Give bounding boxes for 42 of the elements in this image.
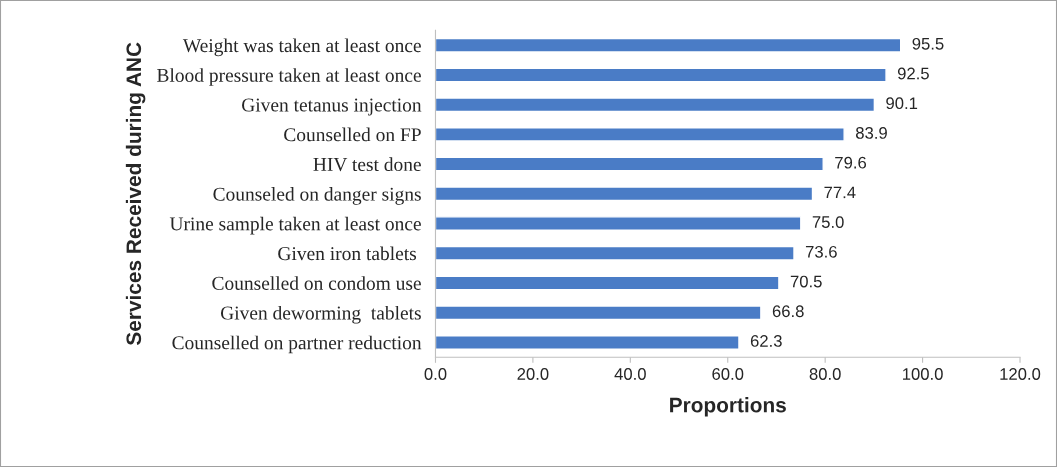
x-tick-label: 0.0	[424, 368, 447, 380]
data-label: 92.5	[897, 67, 929, 80]
data-label: 77.4	[824, 186, 856, 199]
x-axis-title: Proportions	[670, 397, 786, 417]
y-tick-label: Weight was taken at least once	[182, 38, 421, 57]
bar	[435, 216, 802, 231]
data-label: 70.5	[790, 275, 822, 288]
y-tick-label: Given iron tablets	[278, 246, 417, 261]
bar	[435, 245, 795, 261]
x-tick-label: 100.0	[903, 368, 943, 380]
y-tick-label: Counselled on condom use	[212, 276, 421, 290]
y-tick-label: Counselled on partner reduction	[172, 335, 422, 354]
x-tick-label: 40.0	[614, 368, 646, 380]
y-axis-title: Services Received during ANC	[125, 42, 146, 346]
y-tick-label: Given deworming tablets	[220, 305, 421, 324]
y-tick-label: Given tetanus injection	[242, 98, 422, 116]
y-tick-label: Counseled on danger signs	[213, 187, 421, 205]
bar	[435, 275, 780, 291]
data-label: 90.1	[886, 97, 918, 110]
y-tick-label: Counselled on FP	[284, 127, 421, 142]
x-tick-label: 20.0	[517, 368, 549, 380]
data-label: 62.3	[750, 335, 782, 347]
data-label: 79.6	[835, 156, 867, 169]
bar	[435, 97, 876, 113]
bar	[435, 186, 814, 202]
data-label: 83.9	[856, 127, 887, 139]
x-tick-label: 80.0	[809, 368, 841, 380]
bar	[435, 156, 824, 172]
data-label: 66.8	[772, 305, 804, 318]
bar	[435, 335, 740, 350]
y-tick-label: HIV test done	[313, 157, 421, 172]
x-tick-label: 120.0	[1000, 368, 1041, 380]
bar	[435, 67, 887, 83]
data-label: 95.5	[912, 37, 944, 50]
y-tick-label: Blood pressure taken at least once	[157, 68, 421, 86]
bar	[435, 126, 845, 142]
data-label: 75.0	[812, 216, 844, 228]
data-label: 73.6	[805, 245, 837, 258]
y-tick-label: Urine sample taken at least once	[169, 216, 421, 235]
bar	[435, 305, 762, 321]
x-tick-label: 60.0	[712, 368, 744, 380]
bar	[435, 37, 902, 53]
